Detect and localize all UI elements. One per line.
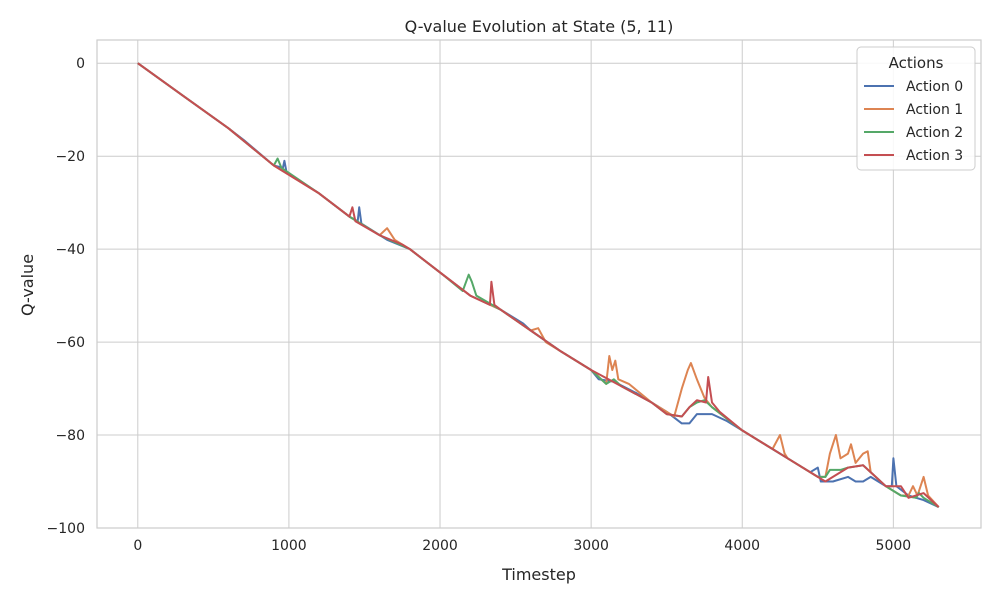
legend-label-action-0: Action 0 (906, 79, 963, 95)
series-line-action-3 (137, 62, 940, 508)
plot-area (96, 39, 982, 529)
legend-box (856, 46, 976, 171)
tick-labels: 0 1000 2000 3000 4000 5000 0 −20 −40 −60 −80 −100 (47, 56, 912, 554)
legend-label-action-3: Action 3 (906, 148, 963, 164)
x-tick-label: 3000 (573, 538, 609, 554)
legend: Actions Action 0 Action 1 Action 2 Action 3 (856, 46, 976, 171)
y-tick-label: −60 (55, 335, 85, 351)
y-tick-label: −40 (55, 242, 85, 258)
x-tick-label: 5000 (876, 538, 912, 554)
series-lines (137, 62, 940, 509)
y-tick-label: −20 (55, 149, 85, 165)
x-tick-label: 1000 (271, 538, 307, 554)
y-tick-label: −80 (55, 428, 85, 444)
y-tick-label: −100 (47, 521, 85, 537)
legend-title: Actions (889, 54, 944, 72)
legend-label-action-2: Action 2 (906, 125, 963, 141)
x-tick-label: 0 (133, 538, 142, 554)
y-axis-label: Q-value (18, 254, 37, 316)
x-tick-label: 2000 (422, 538, 458, 554)
chart-title: Q-value Evolution at State (5, 11) (405, 17, 674, 36)
legend-label-action-1: Action 1 (906, 102, 963, 118)
x-axis-label: Timestep (501, 565, 576, 584)
x-tick-label: 4000 (724, 538, 760, 554)
y-tick-label: 0 (76, 56, 85, 72)
